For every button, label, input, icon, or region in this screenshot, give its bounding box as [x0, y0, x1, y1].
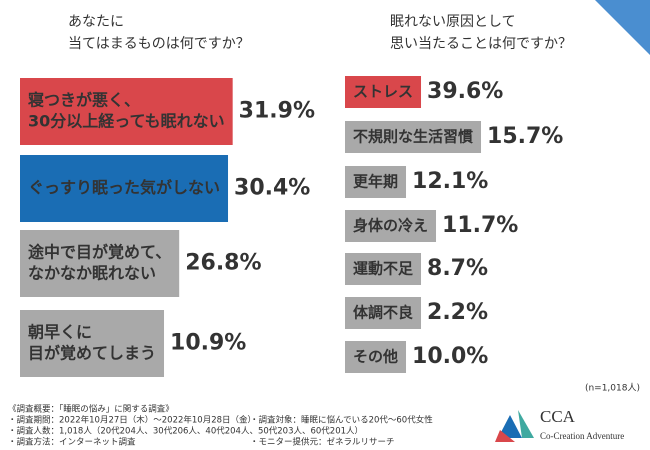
logo-icon — [495, 410, 534, 442]
footer-text: 《調査概要：「睡眠の悩み」に関する調査》 — [8, 404, 174, 415]
category-label: ストレス — [353, 83, 413, 101]
bar — [345, 121, 482, 153]
bar — [345, 210, 437, 242]
value-label: 12.1% — [412, 169, 488, 194]
category-label: 身体の冷え — [353, 217, 428, 235]
logo-name: CCA — [540, 407, 576, 426]
value-label: 2.2% — [427, 300, 488, 325]
category-label: 体調不良 — [353, 304, 413, 322]
value-label: 39.6% — [427, 79, 503, 104]
value-label: 30.4% — [234, 176, 310, 201]
footer-text: ・調査期間：2022年10月27日（木）～2022年10月28日（金） — [8, 415, 256, 426]
footer-text: ・調査人数：1,018人（20代204人、30代206人、40代204人、50代… — [8, 426, 363, 437]
bar-group: 途中で目が覚めて、なかなか眠れない 26.8% — [20, 230, 262, 297]
value-label: 31.9% — [239, 99, 315, 124]
logo-tagline: Co-Creation Adventure — [540, 431, 624, 441]
category-label: 目が覚めてしまう — [28, 344, 156, 363]
category-label: なかなか眠れない — [28, 264, 156, 283]
category-label: その他 — [353, 348, 398, 366]
bar — [345, 166, 407, 198]
bar — [345, 297, 422, 329]
category-label: 運動不足 — [353, 260, 414, 278]
value-label: 15.7% — [487, 124, 563, 149]
category-label: 寝つきが悪く、 — [28, 91, 140, 110]
bar — [20, 310, 165, 377]
bar-group: 運動不足 8.7% — [345, 253, 488, 285]
chart-title: 思い当たることは何ですか？ — [390, 36, 572, 52]
category-label: 朝早くに — [28, 323, 92, 342]
category-label: 30分以上経っても眠れない — [28, 112, 225, 131]
value-label: 10.9% — [170, 331, 246, 356]
bar-group: ぐっすり眠った気がしない 30.4% — [20, 155, 310, 222]
value-label: 11.7% — [442, 213, 518, 238]
chart-title: 当てはまるものは何ですか？ — [68, 36, 250, 52]
bar — [20, 78, 233, 145]
bar-group: その他 10.0% — [345, 341, 488, 373]
bar-group: 寝つきが悪く、 30分以上経っても眠れない 31.9% — [20, 78, 315, 145]
category-label: ぐっすり眠った気がしない — [28, 178, 220, 197]
bar — [345, 341, 407, 373]
bar-group: 体調不良 2.2% — [345, 297, 488, 329]
chart-title: あなたに — [68, 14, 124, 30]
sample-note: (n=1,018人) — [585, 383, 640, 394]
bar-group: ストレス 39.6% — [345, 76, 503, 108]
value-label: 26.8% — [185, 251, 261, 276]
category-label: 更年期 — [353, 173, 398, 191]
bar-group: 不規則な生活習慣 15.7% — [345, 121, 563, 153]
category-label: 途中で目が覚めて、 — [28, 243, 171, 262]
category-label: 不規則な生活習慣 — [353, 128, 473, 146]
footer-text: ・モニター提供元：ゼネラルリサーチ — [250, 437, 395, 448]
corner-decoration — [595, 0, 650, 55]
footer-text: ・調査対象：睡眠に悩んでいる20代～60代女性 — [250, 415, 433, 426]
chart-title: 眠れない原因として — [390, 14, 516, 30]
bar — [345, 253, 422, 285]
bar-group: 更年期 12.1% — [345, 166, 488, 198]
bar-group: 身体の冷え 11.7% — [345, 210, 518, 242]
value-label: 10.0% — [412, 344, 488, 369]
value-label: 8.7% — [427, 256, 488, 281]
bar — [20, 230, 180, 297]
bar — [20, 155, 229, 222]
footer-text: ・調査方法：インターネット調査 — [8, 437, 136, 448]
bar — [345, 76, 422, 108]
